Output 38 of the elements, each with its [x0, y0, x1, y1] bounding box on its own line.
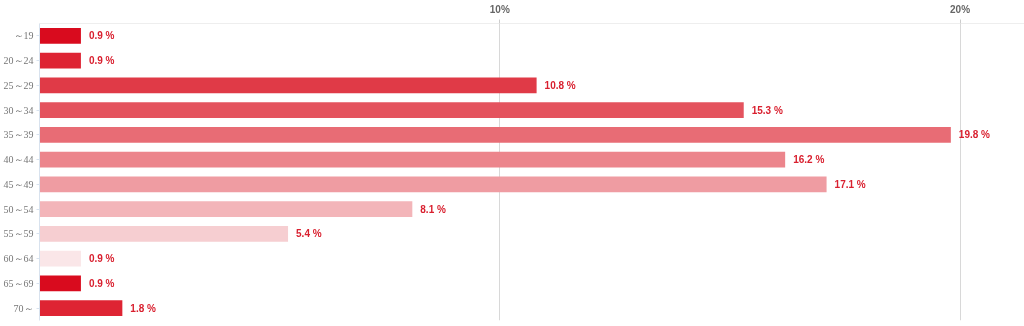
data-label: 8.1 % — [420, 203, 447, 215]
data-label: 17.1 % — [834, 178, 866, 190]
data-label: 5.4 % — [296, 228, 322, 240]
bar — [39, 176, 827, 193]
data-label: 0.9 % — [88, 253, 115, 265]
x-tick-label: 20% — [950, 3, 971, 15]
data-label: 0.9 % — [88, 277, 115, 289]
bar — [39, 27, 81, 44]
bar — [39, 126, 951, 143]
data-label: 16.2 % — [793, 154, 825, 166]
y-tick-label: 35～39 — [3, 129, 34, 141]
bar — [39, 201, 413, 218]
data-label: 0.9 % — [88, 55, 115, 67]
x-tick-label: 10% — [489, 3, 510, 15]
y-tick-label: 50～54 — [3, 203, 34, 215]
bar — [39, 77, 537, 94]
bar — [39, 250, 81, 267]
data-label: 1.8 % — [130, 302, 157, 314]
y-tick-label: 55～59 — [3, 228, 34, 240]
y-tick-label: 45～49 — [3, 178, 34, 190]
data-label: 0.9 % — [88, 30, 115, 42]
bar — [39, 300, 123, 317]
y-tick-label: 20～24 — [3, 55, 34, 67]
y-tick-label: 70～ — [13, 302, 34, 314]
data-label: 19.8 % — [958, 129, 991, 141]
bar — [39, 102, 744, 119]
y-tick-label: ～19 — [13, 30, 34, 42]
y-tick-label: 65～69 — [3, 277, 34, 289]
bar — [39, 52, 81, 69]
bar — [39, 275, 81, 292]
y-tick-label: 60～64 — [3, 253, 34, 265]
bar — [39, 151, 786, 168]
y-tick-label: 25～29 — [3, 79, 34, 91]
bar — [39, 225, 289, 242]
y-tick-label: 30～34 — [3, 104, 34, 116]
y-tick-label: 40～44 — [3, 154, 34, 166]
data-label: 10.8 % — [544, 79, 576, 91]
data-label: 15.3 % — [751, 104, 783, 116]
